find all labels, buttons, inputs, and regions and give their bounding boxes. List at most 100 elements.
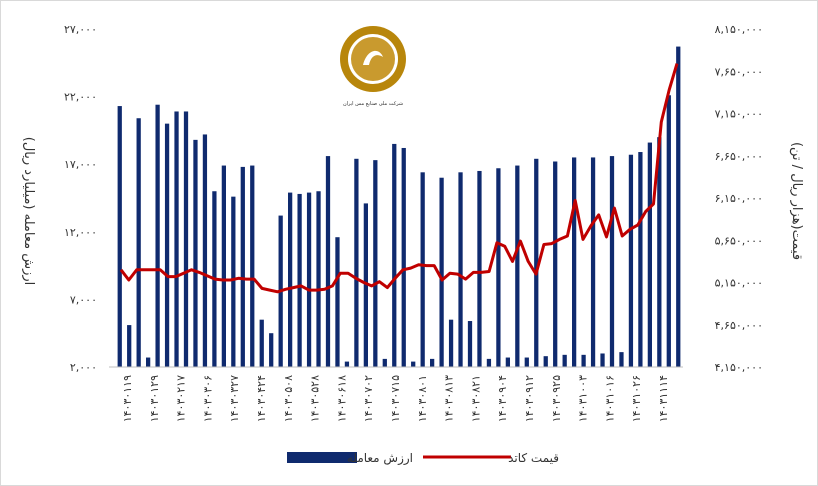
x-tick-label: ۱۴۰۳۱۰۲۶: [630, 375, 643, 422]
bar: [553, 161, 558, 367]
bar: [467, 321, 473, 367]
left-axis-ticks: ۲,۰۰۰ ۷,۰۰۰ ۱۲,۰۰۰ ۱۷,۰۰۰ ۲۲,۰۰۰ ۲۷,۰۰۰: [64, 23, 97, 374]
bar-series: [117, 46, 681, 368]
bar: [392, 143, 397, 367]
right-tick-label: ۵,۶۵۰,۰۰۰: [715, 234, 763, 247]
x-tick-label: ۱۴۰۳۰۱۱۹: [121, 375, 134, 422]
left-axis-title: ارزش معامله (میلیارد ریال): [21, 137, 36, 285]
bar: [231, 196, 236, 367]
x-tick-label: ۱۴۰۳۱۰۱۶: [603, 375, 616, 422]
bar: [638, 152, 643, 367]
right-tick-label: ۵,۱۵۰,۰۰۰: [715, 277, 763, 290]
bar: [202, 134, 208, 367]
bar: [354, 158, 359, 367]
bar: [117, 106, 122, 368]
bar: [146, 357, 151, 367]
logo-bird-shape: [363, 50, 383, 65]
bar: [382, 358, 387, 367]
left-tick-label: ۲۲,۰۰۰: [64, 91, 97, 104]
bar: [505, 357, 510, 367]
legend-bar-label: ارزش معامله: [347, 451, 413, 466]
x-tick-label: ۱۴۰۳۰۲۱۷: [175, 375, 188, 422]
logo-text: شرکت ملی صنایع مس ایران: [343, 101, 403, 107]
bar: [439, 177, 444, 367]
right-tick-label: ۷,۱۵۰,۰۰۰: [715, 108, 763, 121]
bar: [562, 354, 567, 367]
bar: [250, 165, 255, 367]
bar: [259, 319, 264, 367]
x-tick-label: ۱۴۰۳۰۱۲۹: [148, 375, 161, 422]
bar: [297, 193, 302, 367]
bar: [647, 142, 652, 367]
bar: [486, 358, 492, 367]
right-axis-title: قیمت(هزار ریال / تن): [789, 142, 804, 260]
x-tick-label: ۱۴۰۳۰۹۰۴: [496, 375, 509, 422]
bar: [411, 361, 416, 367]
bar: [458, 172, 463, 367]
bar: [572, 157, 577, 367]
logo-emblem: [351, 37, 395, 81]
bar: [335, 237, 340, 367]
bar: [401, 147, 406, 367]
bar: [666, 95, 671, 368]
price-line: [119, 63, 679, 294]
company-logo: [340, 26, 406, 92]
bar: [373, 160, 378, 367]
bar: [316, 191, 321, 367]
right-tick-label: ۶,۱۵۰,۰۰۰: [715, 192, 763, 205]
right-tick-label: ۷,۶۵۰,۰۰۰: [715, 65, 763, 78]
x-tick-label: ۱۴۰۳۱۱۱۴: [657, 375, 670, 422]
left-tick-label: ۲۷,۰۰۰: [64, 23, 97, 36]
bar: [609, 156, 615, 367]
right-tick-label: ۶,۶۵۰,۰۰۰: [715, 150, 763, 163]
legend-line-label: قیمت کاتد: [508, 451, 559, 465]
bar: [676, 46, 681, 368]
left-tick-label: ۱۲,۰۰۰: [64, 226, 97, 239]
bar: [534, 158, 539, 367]
bar: [155, 104, 160, 367]
bar: [657, 137, 662, 367]
bar: [496, 168, 501, 367]
x-tick-label: ۱۴۰۳۰۴۲۴: [255, 375, 268, 422]
bar: [581, 354, 586, 367]
x-tick-label: ۱۴۰۳۰۶۱۸: [335, 375, 348, 422]
x-tick-label: ۱۴۰۳۰۷۰۲: [362, 375, 375, 422]
left-tick-label: ۷,۰۰۰: [70, 293, 97, 306]
x-tick-label: ۱۴۰۳۰۸۰۱: [416, 375, 429, 422]
x-tick-label: ۱۴۰۳۰۹۱۲: [523, 375, 536, 422]
left-tick-label: ۱۷,۰۰۰: [64, 158, 97, 171]
bar: [448, 319, 454, 367]
bar: [306, 192, 312, 367]
right-tick-label: ۴,۶۵۰,۰۰۰: [715, 319, 763, 332]
bar: [269, 333, 274, 367]
bar: [344, 361, 350, 367]
legend-bar-swatch: [287, 452, 357, 463]
bar: [363, 203, 368, 367]
right-axis-ticks: ۴,۱۵۰,۰۰۰ ۴,۶۵۰,۰۰۰ ۵,۱۵۰,۰۰۰ ۵,۶۵۰,۰۰۰ ۶,۱۵…: [715, 23, 763, 374]
x-tick-label: ۱۴۰۳۰۵۲۸: [309, 375, 322, 422]
bar: [430, 358, 435, 367]
x-tick-label: ۱۴۰۳۰۵۰۸: [282, 375, 295, 422]
x-axis-ticks: ۱۴۰۳۰۱۱۹ ۱۴۰۳۰۱۲۹ ۱۴۰۳۰۲۱۷ ۱۴۰۳۰۳۰۶ ۱۴۰۳۰۳۲۷…: [121, 375, 670, 422]
bar: [183, 111, 189, 367]
bar: [136, 118, 141, 368]
bar: [288, 192, 293, 367]
x-tick-label: ۱۴۰۳۰۳۲۷: [228, 375, 241, 422]
left-tick-label: ۲,۰۰۰: [70, 361, 97, 374]
bar: [420, 172, 425, 367]
bar: [164, 123, 170, 367]
right-tick-label: ۸,۱۵۰,۰۰۰: [715, 23, 763, 36]
x-tick-label: ۱۴۰۳۰۷۱۵: [389, 375, 402, 422]
bar: [193, 139, 198, 367]
bar: [524, 357, 529, 367]
line-series: [119, 63, 679, 294]
bar: [477, 170, 482, 367]
legend: ارزش معامله قیمت کاتد: [287, 451, 559, 466]
bar: [628, 154, 634, 367]
right-tick-label: ۴,۱۵۰,۰۰۰: [715, 361, 763, 374]
bar: [619, 352, 624, 367]
bar: [515, 165, 520, 367]
x-tick-label: ۱۴۰۳۰۸۱۳: [443, 375, 456, 422]
